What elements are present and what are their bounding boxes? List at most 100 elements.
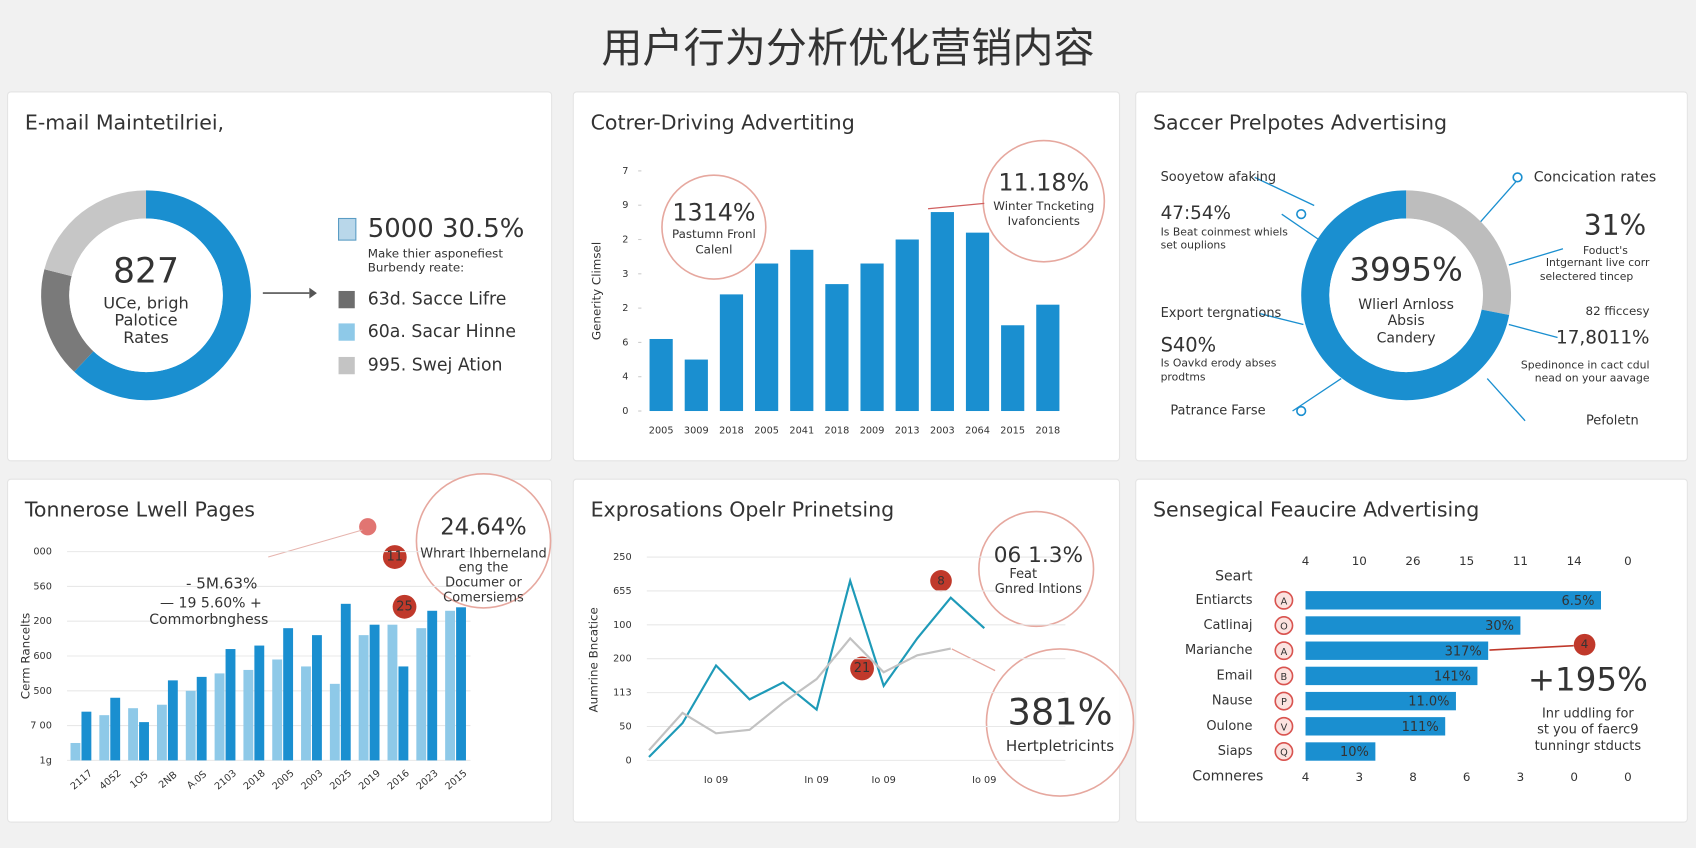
y-axis-label: Aumrine Bncatice — [586, 607, 600, 712]
annotation: Foduct's — [1583, 244, 1628, 257]
legend-label: 995. Swej Ation — [368, 356, 503, 376]
y-tick-label: Oulone — [1206, 719, 1252, 734]
y-tick-label: 000 — [33, 547, 52, 558]
x-tick-label: 2013 — [895, 425, 920, 436]
bar — [1305, 616, 1521, 635]
annotation: Seart — [1215, 569, 1253, 585]
bar — [81, 711, 92, 761]
x-tick-label: 3009 — [684, 425, 709, 436]
y-tick-label: 2 — [622, 303, 628, 314]
leader-dot — [1512, 172, 1523, 183]
leader-line — [1486, 378, 1526, 422]
annotation: Is Beat coinmest whiels — [1161, 226, 1289, 239]
annotation: Inr uddling for — [1542, 706, 1634, 721]
leader-line — [927, 202, 985, 210]
leader-line — [1254, 176, 1315, 207]
icon — [1274, 691, 1294, 711]
leader-line — [1281, 213, 1320, 241]
pie-slice — [74, 190, 251, 401]
trend-line — [268, 529, 363, 558]
legend-swatch — [338, 290, 355, 309]
marker — [1573, 633, 1596, 656]
annotation: set ouplions — [1161, 239, 1227, 252]
x-tick-label: 10 — [1352, 554, 1367, 568]
y-tick-label: Email — [1217, 668, 1253, 683]
annotation: Comneres — [1192, 769, 1263, 785]
y-tick-label: 1g — [40, 755, 52, 766]
icon-label: A — [1281, 596, 1288, 607]
pie-slice — [41, 269, 94, 372]
bar — [1036, 304, 1060, 412]
annotation: 381% — [1007, 690, 1112, 733]
annotation: 31% — [1584, 209, 1646, 242]
chart-title: Saccer Prelpotes Advertising — [1153, 110, 1447, 134]
y-tick-label: 655 — [613, 586, 632, 597]
x-tick-label: 26 — [1405, 554, 1420, 568]
bar — [340, 603, 351, 761]
annotation: UCe, brigh — [103, 293, 189, 312]
pie-slice — [1406, 190, 1512, 315]
bar — [110, 697, 121, 761]
annotation: Spedinonce in cact cdul — [1521, 359, 1650, 372]
line-series — [648, 576, 986, 758]
annotation: Absis — [1388, 313, 1425, 329]
bar — [1305, 691, 1456, 711]
x2-tick-label: 6 — [1463, 770, 1471, 784]
annotation: Burbendy reate: — [368, 261, 464, 275]
bar — [167, 680, 178, 761]
annotation: 21 — [854, 661, 871, 676]
x2-tick-label: 0 — [1624, 770, 1632, 784]
bar-label: 6.5% — [1562, 594, 1595, 609]
x2-tick-label: 8 — [1409, 770, 1417, 784]
bar — [755, 263, 779, 412]
leader-line — [1508, 248, 1564, 266]
x2-tick-label: 4 — [1302, 770, 1310, 784]
y-tick-label: 7 00 — [30, 721, 52, 732]
annotation: Rates — [123, 328, 169, 347]
chart-title: E-mail Maintetilriei, — [25, 110, 224, 134]
bar — [128, 708, 139, 761]
leader-line — [1508, 323, 1558, 339]
leader-line — [1259, 313, 1304, 326]
annotation: Documer or — [445, 576, 522, 591]
marker — [930, 570, 952, 592]
annotation: 11 — [387, 550, 404, 565]
bar — [930, 212, 954, 412]
annotation: Commorbnghess — [149, 612, 268, 628]
y-tick-label: 4 — [622, 372, 628, 383]
x2-tick-label: 3 — [1517, 770, 1525, 784]
y-axis-label: Cerm Rancelts — [18, 613, 32, 699]
x-tick-label: 15 — [1459, 554, 1474, 568]
x-tick-label: 2018 — [719, 425, 744, 436]
bar — [790, 249, 814, 412]
y-tick-label: 560 — [33, 581, 52, 592]
bar — [156, 704, 167, 761]
chart-title: Tonnerose Lwell Pages — [24, 498, 255, 522]
icon-label: P — [1281, 697, 1287, 708]
icon — [1274, 641, 1294, 661]
bar — [312, 635, 322, 761]
legend-swatch — [338, 323, 355, 341]
y-tick-label: Marianche — [1185, 643, 1253, 658]
icon-label: A — [1281, 647, 1288, 658]
pie-hole — [1329, 218, 1483, 373]
annotation: Hertpletricints — [1006, 737, 1114, 755]
bar — [895, 239, 919, 412]
annotation: 11.18% — [998, 168, 1089, 196]
annotation: Pefoletn — [1586, 413, 1639, 428]
annotation: - 5M.63% — [186, 575, 257, 593]
icon — [1274, 666, 1294, 686]
x-tick-label: Io 09 — [872, 775, 896, 786]
bar — [1305, 666, 1478, 686]
chart-title: Sensegical Feaucire Advertising — [1153, 498, 1479, 522]
annotation: 4 — [1581, 637, 1589, 651]
y-tick-label: 600 — [33, 651, 52, 662]
y-tick-label: 200 — [33, 616, 52, 627]
bar — [649, 338, 673, 412]
x-tick-label: 2005 — [754, 425, 779, 436]
annotation: Whrart Ihberneland — [420, 546, 546, 561]
y-tick-label: 7 — [622, 166, 628, 177]
annotation: Candery — [1377, 331, 1436, 347]
pie-slice — [44, 190, 147, 277]
x-tick-label: 2064 — [965, 425, 990, 436]
